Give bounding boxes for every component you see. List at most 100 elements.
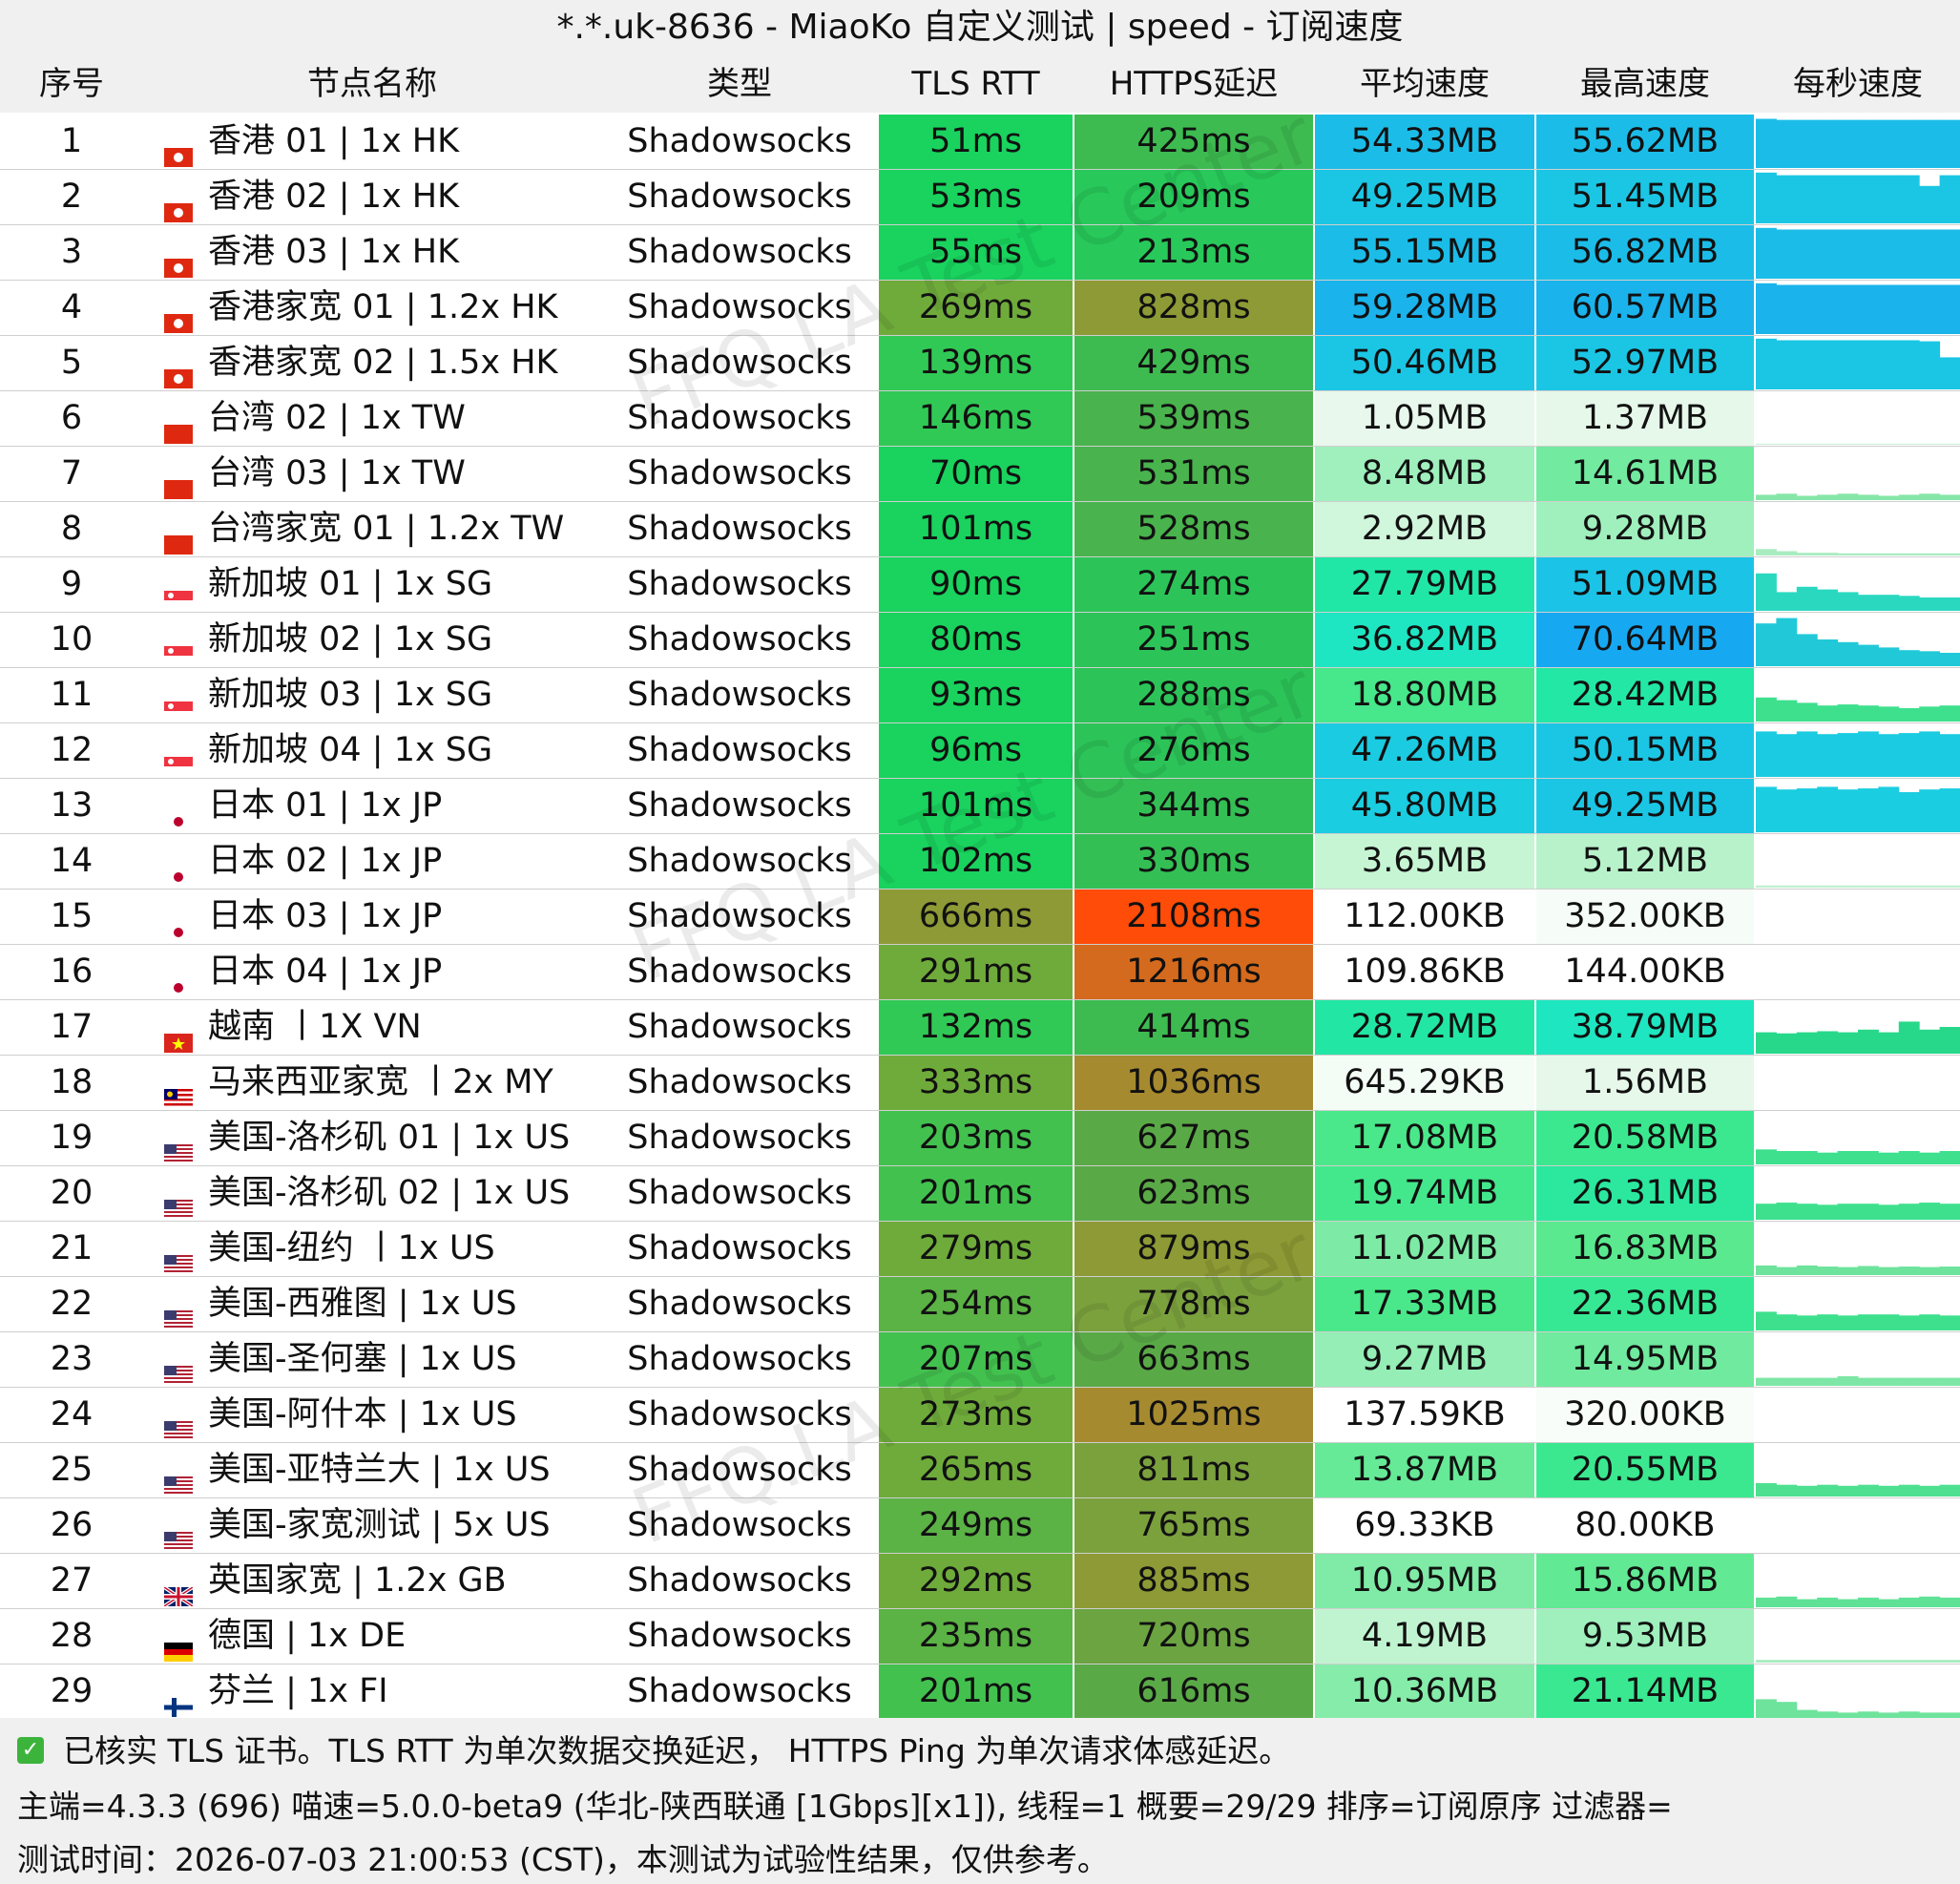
speed-sparkline — [1756, 723, 1960, 778]
spark-bar — [1817, 1711, 1839, 1718]
node-name: 美国-阿什本 | 1x US — [164, 1388, 601, 1442]
speed-sparkline — [1756, 1111, 1960, 1165]
spark-bar — [1776, 551, 1798, 555]
table-row: 19 美国-洛杉矶 01 | 1x US Shadowsocks 203ms 627ms… — [0, 1111, 1960, 1166]
spark-bar — [1796, 553, 1818, 555]
cell-avg: 36.82MB — [1315, 613, 1534, 667]
spark-bar — [1898, 340, 1920, 389]
spark-bar — [1776, 885, 1798, 888]
cell-avg: 17.08MB — [1315, 1111, 1534, 1165]
spark-bar — [1776, 789, 1798, 832]
spark-bar — [1898, 1484, 1920, 1497]
table-row: 1 香港 01 | 1x HK Shadowsocks 51ms 425ms 54.33M… — [0, 115, 1960, 170]
cell-tls: 101ms — [879, 779, 1073, 833]
spark-bar — [1796, 634, 1818, 666]
cell-tls: 666ms — [879, 890, 1073, 944]
header-https: HTTPS延迟 — [1109, 65, 1279, 103]
speed-sparkline — [1756, 668, 1960, 722]
row-divider — [0, 1608, 1960, 1609]
flag-icon-us — [164, 1126, 193, 1163]
cell-tls: 291ms — [879, 945, 1073, 999]
cell-type: Shadowsocks — [627, 1285, 852, 1323]
cell-https: 209ms — [1074, 170, 1313, 224]
spark-bar — [1837, 1375, 1859, 1386]
spark-bar — [1756, 1204, 1777, 1220]
flag-icon-jp — [164, 905, 193, 942]
cell-avg: 59.28MB — [1315, 281, 1534, 335]
table-row: 28 德国 | 1x DE Shadowsocks 235ms 720ms 4.19MB 9… — [0, 1609, 1960, 1664]
spark-bar — [1796, 885, 1818, 888]
footer-line-3: 测试时间：2026-07-03 21:00:53 (CST)，本测试为试验性结果… — [17, 1841, 1109, 1878]
flag-icon-sg — [164, 683, 193, 721]
spark-bar — [1898, 494, 1920, 500]
cell-max: 80.00KB — [1536, 1498, 1754, 1553]
cell-https: 879ms — [1074, 1222, 1313, 1276]
spark-bar — [1858, 494, 1879, 500]
spark-bar — [1837, 641, 1859, 666]
spark-bar — [1878, 175, 1900, 223]
spark-bar — [1817, 734, 1839, 777]
cell-https: 885ms — [1074, 1554, 1313, 1608]
spark-bar — [1878, 786, 1900, 832]
spark-bar — [1919, 1314, 1941, 1330]
cell-avg: 19.74MB — [1315, 1166, 1534, 1221]
spark-bar — [1776, 340, 1798, 389]
cell-type: Shadowsocks — [627, 952, 852, 991]
spark-bar — [1919, 651, 1941, 666]
cell-tls: 139ms — [879, 336, 1073, 390]
footer: ✓ 已核实 TLS 证书。TLS RTT 为单次数据交换延迟， HTTPS Pin… — [0, 1718, 1960, 1884]
speed-sparkline — [1756, 945, 1960, 999]
cell-avg: 54.33MB — [1315, 115, 1534, 169]
spark-bar — [1776, 1033, 1798, 1054]
cell-idx: 14 — [50, 842, 94, 880]
spark-bar — [1796, 1709, 1818, 1718]
speed-sparkline — [1756, 336, 1960, 390]
spark-bar — [1817, 705, 1839, 722]
cell-tls: 201ms — [879, 1664, 1073, 1719]
spark-bar — [1796, 229, 1818, 279]
spark-bar — [1919, 1152, 1941, 1164]
row-divider — [0, 556, 1960, 557]
spark-bar — [1837, 789, 1859, 832]
spark-bar — [1939, 653, 1960, 666]
spark-bar — [1858, 1377, 1879, 1386]
speed-sparkline — [1756, 1000, 1960, 1055]
node-name-text: 德国 | 1x DE — [208, 1617, 407, 1655]
spark-bar — [1939, 357, 1960, 389]
spark-bar — [1939, 1266, 1960, 1275]
cell-https: 425ms — [1074, 115, 1313, 169]
speed-sparkline — [1756, 170, 1960, 224]
page-title: *.*.uk-8636 - MiaoKo 自定义测试 | speed - 订阅速… — [0, 0, 1960, 55]
spark-bar — [1817, 443, 1839, 445]
node-name: 美国-圣何塞 | 1x US — [164, 1332, 601, 1387]
spark-bar — [1837, 443, 1859, 445]
cell-tls: 249ms — [879, 1498, 1073, 1553]
cell-idx: 1 — [60, 122, 83, 160]
flag-icon-us — [164, 1348, 193, 1385]
cell-idx: 25 — [50, 1451, 94, 1489]
spark-bar — [1939, 734, 1960, 777]
spark-bar — [1858, 644, 1879, 666]
cell-tls: 207ms — [879, 1332, 1073, 1387]
spark-bar — [1796, 119, 1818, 168]
spark-bar — [1878, 1712, 1900, 1718]
spark-bar — [1878, 734, 1900, 777]
header-type: 类型 — [707, 65, 772, 103]
node-name: 新加坡 04 | 1x SG — [164, 723, 601, 778]
cell-idx: 13 — [50, 786, 94, 825]
speed-sparkline — [1756, 1388, 1960, 1442]
spark-bar — [1756, 1311, 1777, 1330]
spark-bar — [1878, 495, 1900, 500]
spark-bar — [1858, 1151, 1879, 1164]
speed-sparkline — [1756, 613, 1960, 667]
spark-bar — [1898, 733, 1920, 777]
cell-type: Shadowsocks — [627, 233, 852, 271]
spark-bar — [1837, 885, 1859, 888]
spark-bar — [1817, 1484, 1839, 1497]
spark-bar — [1837, 1660, 1859, 1663]
speed-sparkline — [1756, 1498, 1960, 1553]
cell-idx: 23 — [50, 1340, 94, 1378]
cell-https: 616ms — [1074, 1664, 1313, 1719]
cell-max: 49.25MB — [1536, 779, 1754, 833]
cell-avg: 47.26MB — [1315, 723, 1534, 778]
